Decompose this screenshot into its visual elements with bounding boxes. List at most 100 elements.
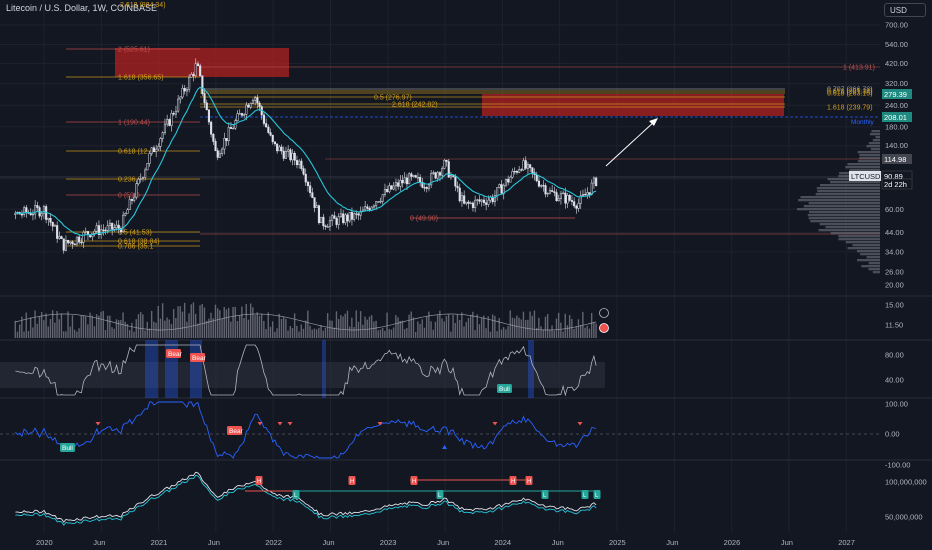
candle-body (317, 205, 320, 224)
price-axis[interactable]: 700.00 540.00 420.00 320.00 240.00 180.00 140.… (885, 21, 927, 522)
candle-body (23, 207, 26, 215)
volume-bar (14, 320, 16, 338)
candle-body (423, 187, 426, 189)
candle-body (544, 185, 547, 195)
volume-bar (496, 331, 498, 338)
volume-bar (201, 303, 203, 338)
volume-bar (386, 312, 388, 338)
candle-body (460, 195, 463, 202)
profile-bar (830, 181, 880, 184)
volume-bar (434, 321, 437, 338)
candle-body (280, 146, 283, 152)
price-axis-label: 540.00 (885, 40, 908, 49)
volume-bar (472, 311, 474, 338)
time-axis[interactable]: 2020 Jun 2021 Jun 2022 Jun 2023 Jun 2024 Jun 2025 J… (36, 538, 855, 547)
candle-body (47, 217, 50, 220)
profile-bar (875, 136, 880, 139)
currency-button[interactable]: USD (884, 3, 926, 17)
volume-bar (390, 329, 393, 338)
volume-bar (126, 323, 129, 338)
obv-marker-label: L (294, 493, 298, 499)
fib-left-label: 1.618 (356.65) (118, 75, 164, 82)
candle-body (436, 172, 439, 179)
candle-body (447, 161, 450, 178)
volume-bar (582, 311, 584, 338)
time-axis-label: Jun (781, 538, 793, 547)
volume-bar (117, 320, 120, 338)
candle-body (245, 104, 248, 115)
volume-bar (124, 321, 126, 338)
fib-left-label: 0.5 (41.53) (118, 230, 152, 237)
candle-body (256, 97, 259, 104)
candle-body (377, 201, 380, 203)
volume-bar (241, 306, 243, 338)
volume-bar (419, 323, 421, 338)
volume-bar (214, 304, 217, 338)
volume-bar (170, 323, 173, 338)
volume-bar (243, 318, 245, 338)
signal-marker-box (60, 443, 75, 452)
volume-bar (113, 328, 115, 338)
volume-bar (544, 316, 547, 338)
candle-body (388, 185, 391, 193)
volume-bar (133, 331, 135, 338)
profile-bar (847, 163, 880, 166)
candle-body (522, 160, 525, 171)
fib-right-label: 0.707 (366.78) (827, 87, 873, 94)
profile-bar (861, 265, 880, 268)
candle-body (298, 160, 301, 166)
arrow-head (649, 118, 658, 126)
profile-bar (847, 247, 880, 250)
candle-body (60, 236, 63, 239)
obv-marker-label: H (412, 479, 416, 485)
candle-body (575, 205, 578, 209)
candle-body (531, 167, 534, 173)
volume-bar (23, 331, 25, 338)
volume-bar (219, 310, 221, 338)
time-axis-label: 2020 (36, 538, 53, 547)
candle-body (212, 134, 215, 142)
volume-bar (414, 331, 417, 338)
volume-bar (498, 317, 500, 338)
volume-bar (227, 307, 230, 338)
rsi-highlight (322, 340, 326, 398)
candle-body (95, 225, 98, 232)
candle-body (152, 147, 155, 153)
candle-body (390, 185, 393, 190)
volume-bar (458, 319, 461, 338)
volume-bar (302, 328, 305, 338)
profile-bar (869, 133, 880, 136)
volume-bar (166, 317, 168, 338)
profile-bar (872, 271, 880, 274)
panel-axis-label: 50,000,000 (885, 513, 923, 522)
profile-bar (797, 208, 880, 211)
volume-bar (205, 320, 208, 338)
volume-bar (590, 312, 593, 338)
candle-body (84, 231, 87, 233)
volume-bar (98, 315, 100, 338)
obv-marker-label: H (257, 479, 261, 485)
candle-body (581, 193, 585, 196)
candle-body (372, 205, 375, 208)
obv-marker-box (541, 490, 549, 499)
volume-bar (337, 319, 340, 338)
volume-bar (122, 312, 124, 338)
volume-bar (54, 322, 56, 338)
volume-bar (192, 302, 195, 338)
candle-body (313, 197, 316, 208)
price-axis-label: 140.00 (885, 141, 908, 150)
price-axis-label: 180.00 (885, 122, 908, 131)
profile-bar (830, 232, 880, 235)
osc-down-marker (377, 422, 383, 426)
oscillator-panel (0, 401, 880, 459)
profile-bar (807, 214, 880, 217)
candle-body (155, 148, 158, 153)
candle-body (295, 160, 298, 166)
candle-body (159, 138, 162, 147)
time-axis-label: 2027 (838, 538, 855, 547)
volume-bar (234, 306, 236, 338)
volume-bar (238, 315, 241, 338)
candle-body (463, 195, 466, 204)
obv-signal (15, 474, 597, 526)
